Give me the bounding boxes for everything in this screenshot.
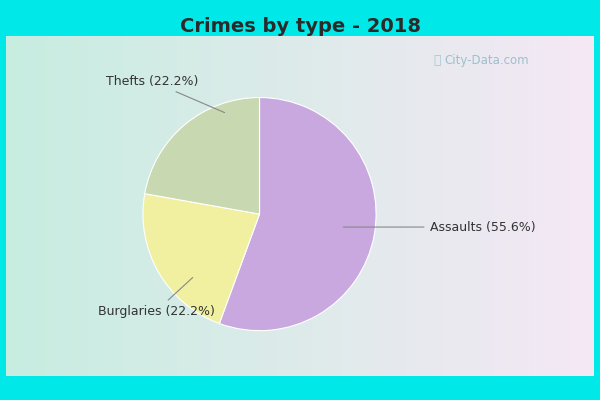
Text: Assaults (55.6%): Assaults (55.6%) [343, 220, 535, 234]
Text: Crimes by type - 2018: Crimes by type - 2018 [179, 16, 421, 36]
Text: City-Data.com: City-Data.com [444, 54, 529, 67]
Wedge shape [220, 98, 376, 331]
Text: Burglaries (22.2%): Burglaries (22.2%) [98, 278, 214, 318]
Text: Thefts (22.2%): Thefts (22.2%) [106, 75, 224, 113]
Text: ⦿: ⦿ [434, 54, 442, 67]
Wedge shape [143, 194, 260, 324]
Wedge shape [145, 98, 260, 214]
